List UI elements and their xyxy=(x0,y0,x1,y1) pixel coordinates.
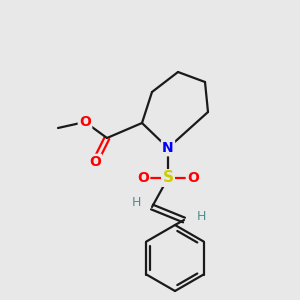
Text: S: S xyxy=(163,170,173,185)
Text: O: O xyxy=(137,171,149,185)
Text: O: O xyxy=(187,171,199,185)
Text: O: O xyxy=(89,155,101,169)
Text: N: N xyxy=(162,141,174,155)
Text: H: H xyxy=(196,209,206,223)
Text: O: O xyxy=(79,115,91,129)
Text: H: H xyxy=(131,196,141,209)
